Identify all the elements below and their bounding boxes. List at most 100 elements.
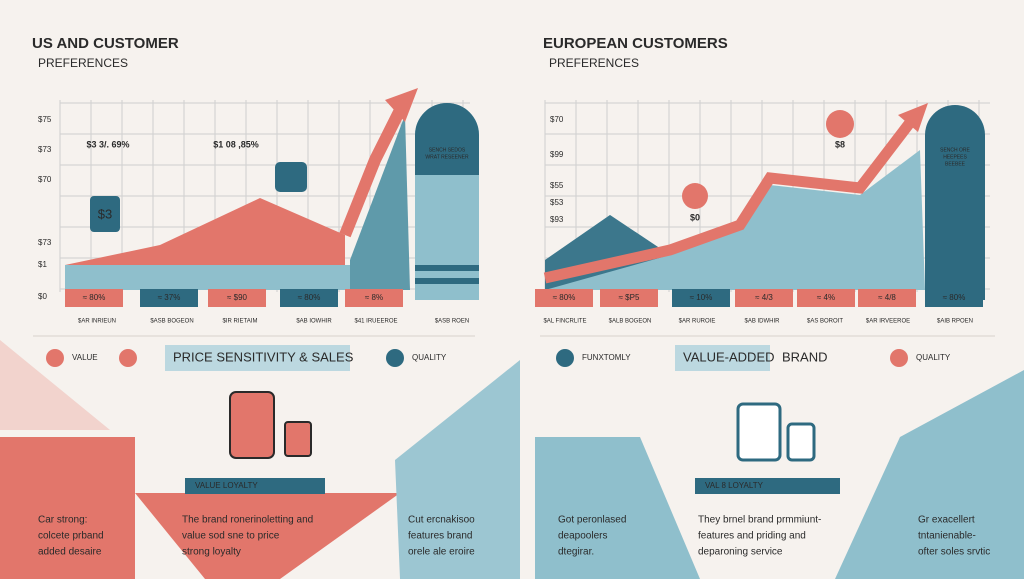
- card-text: HEEPEES: [943, 154, 967, 160]
- legend-icon: [46, 349, 64, 367]
- body-text: colcete prband: [38, 531, 104, 542]
- callout: $1 08 ,85%: [213, 139, 259, 149]
- card-text: SENCH ORE: [940, 147, 970, 153]
- arrow: [898, 103, 928, 132]
- badge-text: ≈ 80%: [83, 293, 106, 302]
- body-text: ofter soles srvtic: [918, 547, 990, 558]
- highlight: [165, 345, 350, 371]
- y-label: $93: [550, 215, 564, 224]
- category: $AS BOROIT: [807, 319, 843, 325]
- category: $AIB RPOEN: [937, 319, 973, 325]
- callout: $0: [690, 212, 700, 222]
- y-label: $0: [38, 292, 47, 301]
- arrow: [385, 88, 418, 122]
- badge-text: ≈ 80%: [298, 293, 321, 302]
- legend-entry: FUNXTOMLY: [582, 353, 631, 362]
- category: $41 IRUEEROE: [354, 319, 397, 325]
- body-text: deapoolers: [558, 531, 607, 542]
- legend-icon: [556, 349, 574, 367]
- badge-text: ≈ $90: [227, 293, 248, 302]
- category: $AR INRIEUN: [78, 319, 116, 325]
- card-text: SENCH SEDOS: [429, 147, 466, 153]
- body-text: They brnel brand prmmiunt-: [698, 515, 821, 526]
- badge: [600, 289, 658, 307]
- category: $IR RIETAIM: [223, 319, 258, 325]
- badge: [280, 289, 338, 307]
- body-text: value sod sne to price: [182, 531, 280, 542]
- legend-entry: QUALITY: [412, 353, 447, 362]
- y-label: $99: [550, 150, 564, 159]
- subtitle: PREFERENCES: [549, 56, 639, 70]
- body-text: Car strong:: [38, 515, 87, 526]
- highlight: [675, 345, 770, 371]
- price-tag: [90, 196, 120, 232]
- panel: [395, 360, 520, 579]
- card-icon: [284, 421, 312, 457]
- y-label: $55: [550, 181, 564, 190]
- badge-text: ≈ 80%: [553, 293, 576, 302]
- panel: [0, 437, 135, 579]
- category: $AB IOWHIR: [296, 319, 332, 325]
- banner: [185, 478, 325, 494]
- badge: [858, 289, 916, 307]
- badge-text: ≈ 8%: [365, 293, 383, 302]
- body-text: orele ale eroire: [408, 547, 475, 558]
- stripe: [415, 265, 479, 271]
- y-label: $75: [38, 115, 52, 124]
- bag-icon: [275, 162, 307, 192]
- arrow: [543, 116, 917, 284]
- banner: [695, 478, 840, 494]
- legend-entry: VALUE: [72, 353, 98, 362]
- category: $ASB ROEN: [435, 319, 469, 325]
- card: [415, 103, 479, 175]
- area: [65, 265, 350, 290]
- body-text: features and priding and: [698, 531, 806, 542]
- phone-icon: [229, 391, 275, 459]
- banner: VALUE LOYALTY: [195, 481, 258, 490]
- category: $AR IRVEEROE: [866, 319, 910, 325]
- badge: [925, 289, 983, 307]
- body-text: strong loyalty: [182, 547, 241, 558]
- body-text: Gr exacellert: [918, 515, 975, 526]
- legend-icon: [890, 349, 908, 367]
- content: US AND CUSTOMER PREFERENCES $75 $73 $70 $73 $1…: [32, 35, 995, 558]
- body-text: added desaire: [38, 547, 102, 558]
- badge: [672, 289, 730, 307]
- y-label: $70: [38, 175, 52, 184]
- panel: [135, 493, 400, 579]
- decor: [0, 340, 110, 430]
- badge-text: ≈ 37%: [158, 293, 181, 302]
- callout: $3 3/. 69%: [86, 139, 129, 149]
- icon: [826, 110, 854, 138]
- body-text: Got peronlased: [558, 515, 626, 526]
- card-text: BEEBEE: [945, 161, 966, 167]
- y-label: $70: [550, 115, 564, 124]
- card: [925, 105, 985, 300]
- icon: [682, 183, 708, 209]
- card-text: WRAT RESEENER: [425, 154, 469, 160]
- legend-icon: [386, 349, 404, 367]
- legend-entry: QUALITY: [916, 353, 951, 362]
- body-text: The brand ronerinoletting and: [182, 515, 313, 526]
- category: $AB IDWHIR: [744, 319, 780, 325]
- badge-text: ≈ 10%: [690, 293, 713, 302]
- y-label: $73: [38, 238, 52, 247]
- badge-text: ≈ 80%: [943, 293, 966, 302]
- body-text: deparoning service: [698, 547, 783, 558]
- arrow: [339, 107, 406, 238]
- legend-entry: PRICE SENSITIVITY & SALES: [173, 349, 354, 364]
- badge: [735, 289, 793, 307]
- y-label: $1: [38, 260, 47, 269]
- banner: VAL 8 LOYALTY: [705, 481, 764, 490]
- legend-entry: BRAND: [782, 349, 828, 364]
- body-text: Cut ercnakisoo: [408, 515, 475, 526]
- price-tag-text: $3: [98, 206, 112, 221]
- category: $ASB BOGEON: [150, 319, 193, 325]
- area: [350, 115, 410, 290]
- category: $ALB BOGEON: [609, 319, 652, 325]
- badge: [797, 289, 855, 307]
- category: $AR RUROIE: [679, 319, 716, 325]
- panel: [535, 437, 700, 579]
